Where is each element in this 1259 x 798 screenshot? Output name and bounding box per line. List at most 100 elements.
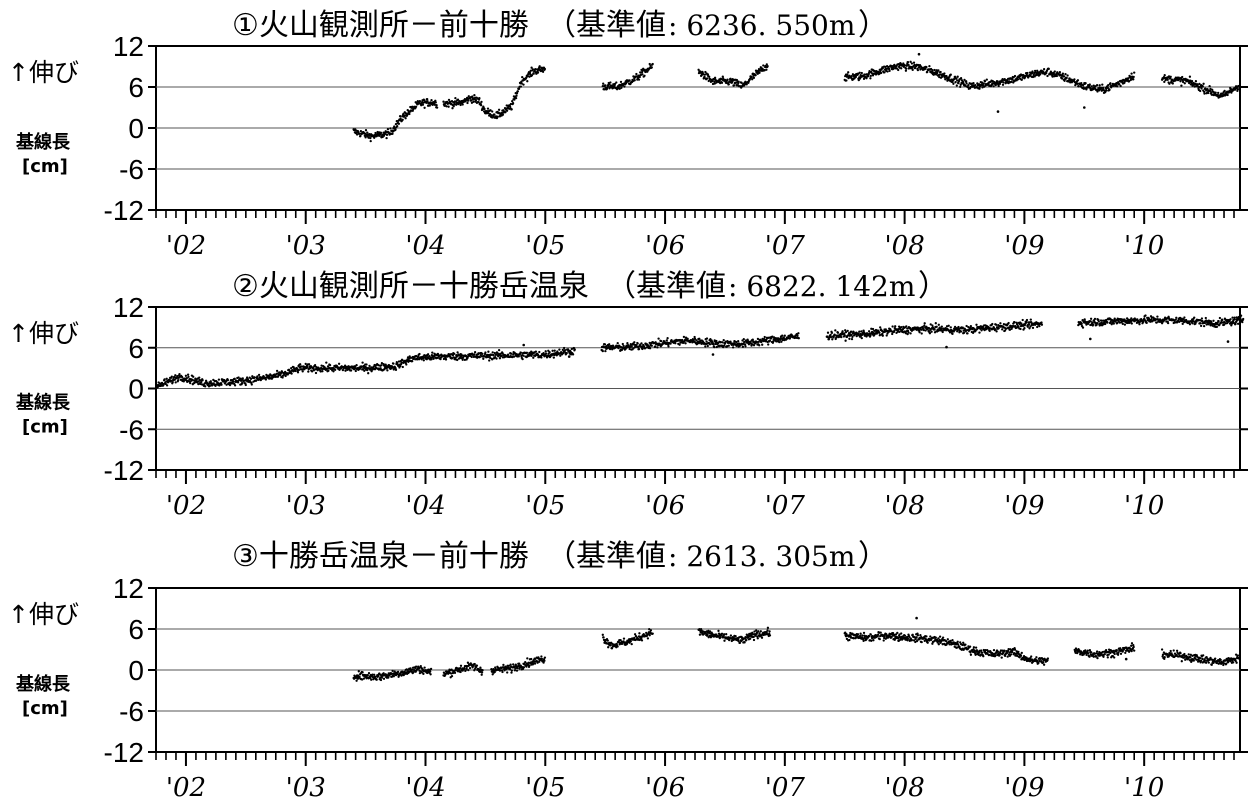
data-point — [867, 330, 871, 333]
data-point — [361, 671, 364, 674]
data-point — [656, 346, 659, 349]
data-point — [761, 67, 764, 70]
data-point — [886, 70, 889, 73]
data-point — [386, 369, 389, 372]
chart-panel-2: ②火山観測所－十勝岳温泉 （基準値: 6822. 142m ）1260-6-12↑伸… — [8, 269, 1248, 521]
data-point — [530, 74, 534, 77]
data-point — [250, 383, 253, 386]
x-tick-label: '06 — [645, 231, 685, 261]
data-point-outlier — [945, 345, 948, 349]
data-point — [763, 335, 766, 339]
data-point — [1188, 323, 1192, 326]
data-point — [846, 329, 849, 333]
data-point — [907, 63, 910, 67]
data-point — [635, 72, 638, 76]
data-point — [431, 351, 434, 354]
data-point — [501, 113, 505, 116]
data-point — [641, 73, 644, 76]
data-point — [1204, 316, 1207, 320]
data-point — [834, 329, 837, 332]
data-point — [366, 131, 369, 134]
data-point — [869, 74, 872, 78]
data-point — [637, 78, 641, 81]
data-point — [881, 332, 884, 335]
data-point — [705, 337, 709, 340]
y-axis-label-arrow: ↑伸び — [8, 58, 79, 87]
data-point — [1011, 78, 1014, 81]
data-point — [428, 354, 431, 358]
data-point — [737, 340, 740, 343]
data-point — [233, 384, 237, 387]
data-point — [426, 104, 430, 107]
data-point — [478, 97, 481, 100]
data-point — [396, 124, 399, 128]
data-point — [531, 68, 535, 71]
data-point — [641, 347, 644, 351]
y-tick-label: 12 — [113, 292, 144, 323]
data-point — [830, 331, 834, 335]
data-point — [926, 70, 929, 74]
data-point — [1035, 73, 1038, 77]
data-point — [856, 72, 860, 75]
data-point — [623, 85, 626, 88]
data-point — [756, 72, 759, 75]
data-point — [430, 358, 433, 361]
data-point — [461, 103, 464, 106]
reference-value: : 6822. 142m — [728, 270, 915, 303]
data-point — [306, 366, 309, 369]
data-point — [669, 342, 672, 345]
data-point — [525, 351, 529, 354]
data-point — [906, 61, 910, 64]
data-point — [1183, 82, 1186, 85]
data-point — [1092, 323, 1095, 326]
data-point — [418, 100, 422, 103]
data-point — [988, 329, 991, 333]
data-point — [959, 77, 963, 80]
data-point — [624, 82, 628, 85]
data-point — [1127, 80, 1131, 83]
data-point — [925, 65, 928, 69]
data-point — [193, 381, 196, 385]
data-point — [1112, 322, 1115, 325]
data-point — [380, 361, 384, 365]
x-tick-label: '04 — [405, 231, 445, 261]
data-point-outlier — [1089, 337, 1092, 341]
data-point — [633, 79, 636, 82]
data-point — [831, 338, 834, 341]
chart-title: ②火山観測所－十勝岳温泉 — [232, 269, 589, 304]
data-point — [484, 351, 487, 354]
data-point — [1144, 314, 1147, 317]
data-point — [1194, 80, 1198, 83]
data-point — [1236, 322, 1240, 325]
data-point — [999, 322, 1002, 325]
x-tick-label: '06 — [645, 491, 685, 521]
data-point — [422, 672, 425, 676]
data-point — [408, 355, 411, 358]
data-point — [718, 79, 721, 82]
data-point — [173, 375, 176, 379]
data-point — [975, 323, 978, 326]
data-point — [643, 74, 646, 77]
data-point — [467, 95, 470, 98]
data-point — [296, 367, 299, 371]
data-point — [963, 78, 966, 82]
data-point — [1076, 79, 1080, 82]
data-point — [565, 351, 568, 355]
reference-value: : 2613. 305m — [668, 540, 855, 573]
data-point — [1138, 323, 1141, 326]
data-point — [1069, 81, 1072, 84]
data-point — [405, 363, 408, 366]
data-point — [510, 669, 514, 672]
data-point — [528, 664, 531, 667]
data-point — [159, 384, 163, 387]
data-point — [1020, 78, 1023, 81]
y-tick-label: 0 — [128, 374, 144, 405]
data-point — [416, 100, 419, 103]
data-point — [1105, 89, 1108, 92]
data-point — [236, 381, 240, 384]
data-point — [857, 78, 860, 82]
data-point — [1029, 318, 1032, 321]
data-point — [898, 330, 901, 334]
data-point — [297, 368, 301, 372]
data-point — [1199, 322, 1202, 325]
